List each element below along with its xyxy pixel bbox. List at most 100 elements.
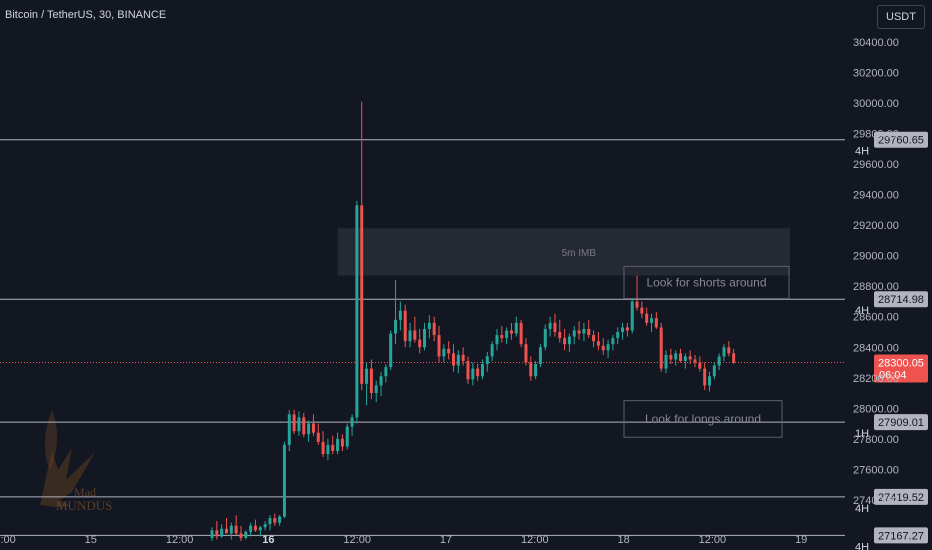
candle-body: [485, 356, 489, 365]
symbol-title[interactable]: Bitcoin / TetherUS, 30, BINANCE: [5, 9, 167, 21]
level-timeframe-label: 1H: [855, 428, 869, 440]
candle-body: [331, 444, 335, 451]
candle-body: [452, 353, 455, 366]
wing-icon: [44, 410, 58, 470]
y-tick-label: 29000.00: [853, 251, 899, 263]
y-tick-label: 28400.00: [853, 342, 899, 354]
candle-body: [509, 330, 513, 334]
y-tick-label: 28000.00: [853, 403, 899, 415]
annotation-text: Look for longs around: [645, 412, 761, 426]
level-timeframe-label: 4H: [855, 541, 869, 550]
candle-body: [703, 368, 707, 386]
x-tick-label: 17: [440, 534, 452, 546]
y-tick-label: 27400.00: [853, 495, 899, 507]
candle-body: [616, 332, 620, 339]
candle-body: [273, 518, 277, 523]
candle-body: [220, 528, 224, 537]
level-price-badge: [874, 527, 928, 544]
candle-body: [398, 310, 402, 320]
candle-body: [683, 356, 687, 361]
level-price-badge: [874, 488, 928, 505]
candle-body: [577, 330, 581, 334]
candle-body: [495, 335, 499, 345]
candle-body: [707, 376, 711, 386]
x-tick-label: 19: [795, 534, 807, 546]
candle-body: [389, 333, 393, 368]
candle-body: [698, 362, 702, 369]
candle-body: [587, 328, 591, 336]
candle-body: [582, 328, 586, 334]
y-tick-label: 30400.00: [853, 37, 899, 49]
candle-body: [500, 335, 504, 339]
level-price-label: 27419.52: [878, 492, 924, 504]
candle-body: [476, 368, 480, 377]
candle-body: [505, 330, 509, 339]
y-tick-label: 27600.00: [853, 464, 899, 476]
currency-button[interactable]: USDT: [877, 5, 925, 29]
candle-body: [447, 348, 451, 354]
level-price-badge: [874, 291, 928, 308]
candle-body: [722, 347, 726, 357]
candle-body: [210, 530, 214, 538]
candle-body: [688, 356, 692, 360]
candle-body: [674, 353, 678, 360]
candle-body: [621, 327, 625, 333]
imbalance-zone-label: 5m IMB: [562, 248, 597, 259]
candle-body: [567, 336, 571, 345]
candle-body: [292, 414, 296, 432]
candle-body: [553, 322, 557, 333]
x-tick-label: 12:00: [521, 534, 549, 546]
candle-body: [278, 516, 282, 523]
candle-body: [548, 322, 552, 329]
candle-body: [224, 528, 228, 534]
candle-body: [355, 205, 359, 418]
countdown-label: 06:04: [879, 370, 907, 382]
candle-body: [717, 356, 721, 366]
candle-body: [712, 365, 716, 377]
candle-body: [263, 524, 267, 528]
y-tick-label: 29200.00: [853, 220, 899, 232]
level-price-label: 27909.01: [878, 417, 924, 429]
candle-body: [345, 426, 349, 447]
candle-body: [693, 359, 697, 363]
level-price-label: 27167.27: [878, 530, 924, 542]
candle-body: [365, 368, 369, 384]
candle-body: [572, 330, 576, 337]
candle-body: [239, 533, 243, 538]
annotation-box[interactable]: [623, 265, 790, 299]
y-tick-label: 28800.00: [853, 281, 899, 293]
candle-body: [379, 376, 383, 386]
y-tick-label: 29800.00: [853, 129, 899, 141]
annotation-box[interactable]: [623, 400, 783, 438]
y-tick-label: 30000.00: [853, 98, 899, 110]
level-timeframe-label: 4H: [855, 503, 869, 515]
candle-body: [669, 354, 673, 360]
candle-body: [664, 354, 668, 369]
candle-body: [640, 307, 644, 314]
candle-body: [538, 347, 542, 365]
candle-body: [244, 531, 248, 538]
candle-body: [350, 417, 354, 427]
imbalance-zone[interactable]: [337, 228, 790, 276]
candle-body: [625, 327, 629, 331]
watermark-line2: MUNDUS: [56, 498, 112, 513]
candle-body: [432, 322, 436, 336]
candle-body: [282, 444, 286, 517]
candle-body: [601, 345, 605, 351]
x-tick-label: 12:00: [0, 534, 16, 546]
watermark-line1: Mad: [74, 485, 96, 499]
candle-body: [418, 339, 422, 348]
candle-body: [302, 417, 306, 435]
candle-body: [519, 322, 523, 345]
level-price-label: 28714.98: [878, 294, 924, 306]
candle-body: [268, 518, 272, 525]
x-tick-label: 18: [617, 534, 629, 546]
x-tick-label: 12:00: [699, 534, 727, 546]
current-price-label: 28300.05: [878, 358, 924, 370]
y-tick-label: 30200.00: [853, 68, 899, 80]
candle-body: [360, 205, 364, 384]
candle-body: [369, 368, 373, 394]
